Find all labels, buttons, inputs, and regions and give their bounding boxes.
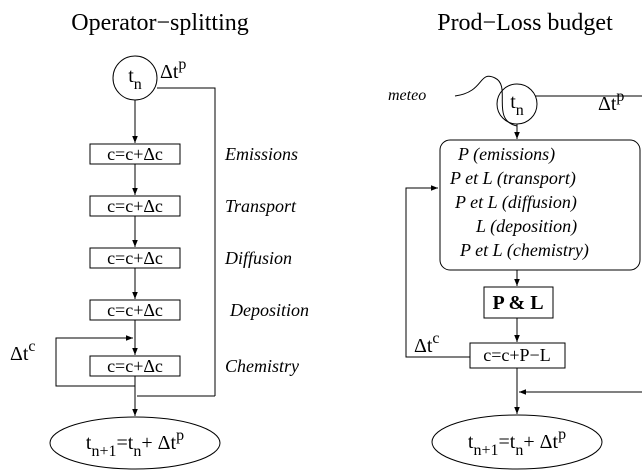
step-label: Δtp [160,56,186,83]
math-token: p [558,426,566,443]
budget-line: P et L (transport) [449,168,576,189]
step-text: c=c+Δc [107,144,163,164]
budget-line: P (emissions) [457,144,555,165]
math-token: Δt [10,343,29,365]
math-token: t [128,65,134,87]
loop [55,335,135,387]
math-token: n+1 [473,442,498,459]
input-link [454,75,518,127]
step-box [89,143,181,165]
end-node [431,414,603,470]
math-token: n+1 [91,443,116,460]
math-token: n [133,443,141,460]
step-label: Chemistry [225,356,299,376]
math-token: Δt [414,335,433,357]
step-box [89,195,181,217]
step-text: c=c+Δc [107,356,163,376]
update-label: c=c+P−L [483,345,550,365]
budget-box [439,139,641,271]
loop-label: Δtc [10,338,36,365]
math-token: n [516,102,524,119]
end-label: tn+1=tn+ Δtp [86,427,184,460]
loop-label: Δtc [414,330,440,357]
budget-line: P et L (diffusion) [454,192,577,213]
step-box [89,355,181,377]
step-label: Diffusion [224,248,292,268]
title: Operator−splitting [71,10,249,36]
step-box [89,247,181,269]
title: Prod−Loss budget [437,10,613,36]
connector [157,87,216,396]
budget-line: P et L (chemistry) [459,240,589,261]
step-label: Δtp [598,88,624,115]
step-text: c=c+Δc [107,300,163,320]
math-token: p [178,56,186,73]
math-token: p [616,88,624,105]
step-label: Emissions [224,144,298,164]
left-panel: Operator−splitting [49,10,249,470]
start-label: tn [128,65,142,93]
step-text: c=c+Δc [107,248,163,268]
step-text: c=c+Δc [107,196,163,216]
math-token: =t [499,431,516,453]
math-token: c [28,338,35,355]
math-token: + Δt [523,431,558,453]
math-token: t [86,432,92,454]
input-label: meteo [388,87,426,104]
math-token: c [432,330,439,347]
step-label: Deposition [229,300,309,320]
budget-line: L (deposition) [475,216,577,237]
math-token: Δt [598,93,617,115]
math-token: Δt [160,61,179,83]
math-token: p [176,427,184,444]
math-token: n [134,76,142,93]
math-token: + Δt [141,432,176,454]
end-node [49,416,221,470]
end-label: tn+1=tn+ Δtp [468,426,566,459]
math-token: =t [117,432,134,454]
start-label: tn [510,91,524,119]
loop [405,185,470,358]
operator-label: P & L [492,292,543,314]
math-token: t [510,91,516,113]
math-token: n [515,442,523,459]
right-panel: Prod−Loss budget [405,10,642,470]
step-label: Transport [225,196,297,216]
step-box [89,299,181,321]
operator-box [483,286,554,319]
math-token: t [468,431,474,453]
